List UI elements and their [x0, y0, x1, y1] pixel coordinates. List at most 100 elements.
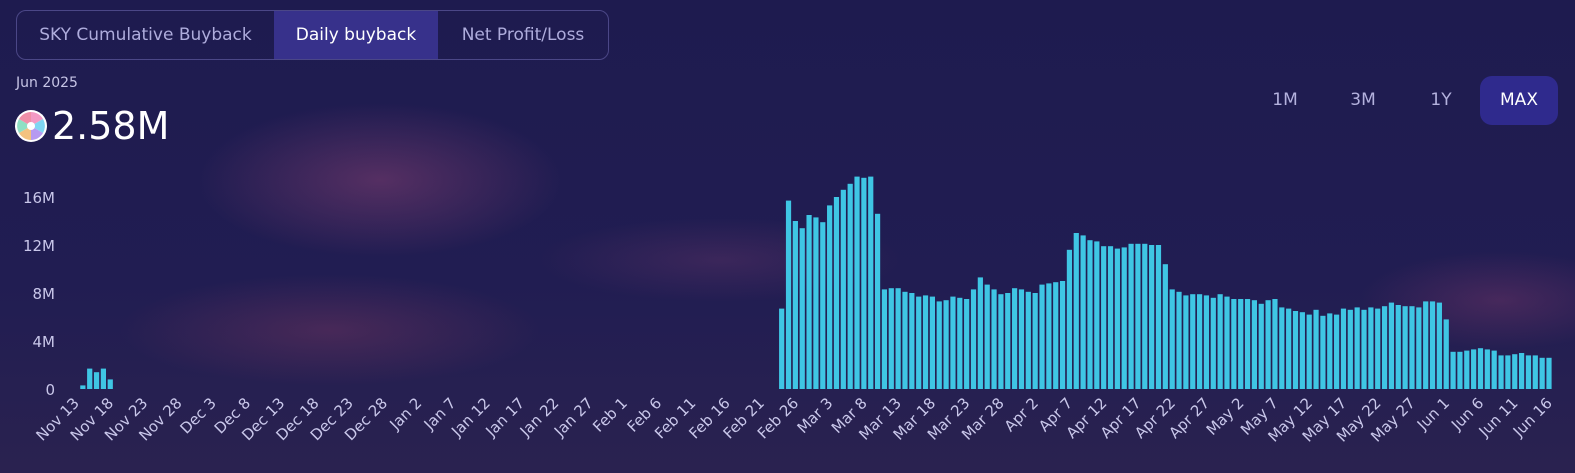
bar — [1073, 233, 1079, 389]
range-selector: 1M 3M 1Y MAX — [1246, 76, 1558, 125]
bar — [861, 177, 867, 389]
bar — [1210, 297, 1216, 389]
bar — [909, 293, 915, 389]
bar — [888, 288, 894, 389]
x-tick-label: Jan 12 — [447, 394, 494, 441]
bar — [813, 217, 819, 389]
y-tick-label: 16M — [23, 189, 55, 207]
bar — [929, 296, 935, 389]
x-tick-label: Jun 11 — [1475, 394, 1522, 441]
bar — [1203, 295, 1210, 389]
bar — [1402, 306, 1408, 389]
bar — [957, 297, 963, 389]
bar — [1429, 301, 1436, 389]
range-button-active[interactable]: MAX — [1480, 76, 1558, 125]
bar — [1292, 311, 1299, 389]
bar — [1423, 301, 1429, 389]
bar — [93, 372, 100, 389]
bar — [1484, 349, 1490, 389]
tab-bar: SKY Cumulative Buyback Daily buyback Net… — [16, 10, 609, 60]
bar — [936, 301, 942, 389]
bar — [1135, 243, 1141, 389]
bar — [1340, 308, 1347, 389]
bar — [1491, 350, 1497, 389]
bar — [1080, 235, 1086, 389]
x-tick-label: Jan 2 — [385, 394, 425, 434]
bar — [1155, 245, 1162, 389]
bar — [1107, 246, 1114, 389]
x-tick-label: May 2 — [1203, 394, 1248, 439]
bar — [1313, 309, 1319, 389]
bar — [1005, 293, 1011, 389]
y-tick-label: 0 — [45, 381, 55, 399]
tab[interactable]: SKY Cumulative Buyback — [39, 25, 252, 45]
x-tick-label: Jun 1 — [1413, 394, 1453, 434]
bar — [1532, 355, 1538, 389]
range-button[interactable]: 1Y — [1430, 90, 1452, 110]
bar — [1121, 247, 1127, 389]
bar — [1477, 348, 1484, 389]
bar — [1299, 312, 1305, 389]
x-tick-label: Apr 2 — [1001, 394, 1042, 435]
bar — [943, 300, 949, 389]
bar — [1039, 284, 1045, 389]
bar — [1142, 243, 1148, 389]
bar — [1395, 305, 1401, 389]
bar — [840, 189, 846, 389]
bar — [1217, 294, 1223, 389]
bar — [1546, 357, 1552, 389]
bar — [1464, 350, 1470, 389]
bar — [984, 284, 990, 389]
bar — [87, 368, 93, 389]
bar — [991, 289, 997, 389]
bar — [827, 205, 833, 389]
range-button[interactable]: 3M — [1350, 90, 1376, 110]
y-tick-label: 4M — [33, 333, 56, 351]
bar — [1272, 299, 1278, 389]
bar — [1381, 306, 1388, 389]
bar — [1327, 313, 1333, 389]
bar — [1512, 354, 1518, 389]
tab-active[interactable]: Daily buyback — [274, 11, 438, 59]
bar — [1306, 314, 1312, 389]
bar — [80, 385, 86, 389]
x-tick-label: Feb 1 — [589, 394, 631, 436]
bar — [916, 296, 922, 389]
bar — [1265, 300, 1271, 389]
bar — [1409, 306, 1415, 389]
x-tick-label: Jan 17 — [481, 394, 528, 441]
bar — [785, 200, 792, 389]
bar — [799, 228, 805, 389]
bar — [1457, 351, 1463, 389]
bar — [1375, 308, 1381, 389]
bar — [895, 288, 901, 389]
y-tick-label: 12M — [23, 237, 55, 255]
bar — [1032, 293, 1038, 389]
bar — [1094, 241, 1100, 389]
period-label: Jun 2025 — [16, 75, 78, 91]
bar — [1436, 302, 1442, 389]
bar — [1416, 307, 1422, 389]
bar — [1169, 289, 1175, 389]
headline-value: 2.58M — [52, 104, 170, 148]
bar — [1224, 296, 1230, 389]
bar — [1162, 264, 1168, 389]
bar — [1258, 303, 1264, 389]
bar — [1539, 357, 1545, 389]
bar — [1505, 355, 1511, 389]
bar — [950, 296, 956, 389]
bar — [847, 183, 853, 389]
bar — [1471, 349, 1477, 389]
tab[interactable]: Net Profit/Loss — [461, 25, 585, 45]
x-tick-label: Jun 16 — [1509, 394, 1556, 441]
bar — [874, 213, 881, 389]
x-tick-label: Dec 3 — [176, 394, 219, 437]
x-tick-label: Jan 22 — [516, 394, 563, 441]
bar — [1183, 295, 1189, 389]
range-button[interactable]: 1M — [1272, 90, 1298, 110]
bar — [1101, 246, 1107, 389]
bar — [107, 379, 113, 389]
bar — [1286, 308, 1292, 389]
bar — [1128, 243, 1134, 389]
